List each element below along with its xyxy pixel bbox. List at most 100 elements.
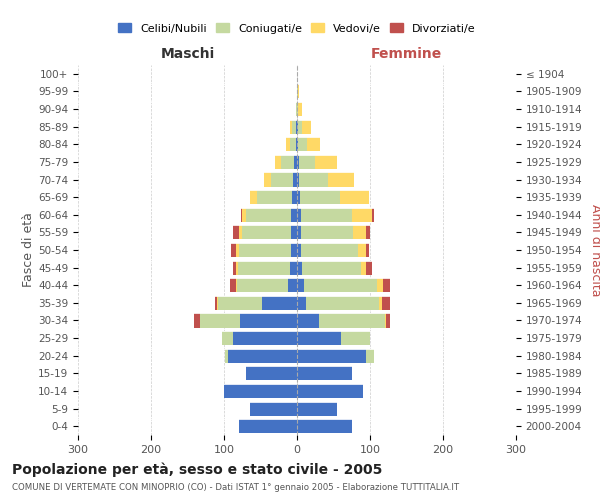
Bar	[304, 278, 377, 292]
Bar	[294, 155, 297, 169]
Bar	[297, 226, 301, 239]
Bar	[288, 278, 297, 292]
Bar	[296, 137, 297, 152]
Bar	[291, 208, 297, 222]
Bar	[297, 155, 299, 169]
Bar	[353, 226, 367, 239]
Bar	[297, 366, 352, 380]
Bar	[297, 172, 299, 186]
Bar	[297, 331, 341, 345]
Text: Popolazione per età, sesso e stato civile - 2005: Popolazione per età, sesso e stato civil…	[12, 462, 382, 477]
Bar	[298, 102, 302, 116]
Bar	[297, 102, 298, 116]
Bar	[224, 384, 297, 398]
Bar	[281, 155, 294, 169]
Bar	[306, 296, 379, 310]
Bar	[377, 278, 383, 292]
Bar	[233, 226, 239, 239]
Bar	[297, 260, 302, 274]
Y-axis label: Fasce di età: Fasce di età	[22, 212, 35, 288]
Bar	[264, 172, 271, 186]
Bar	[297, 84, 298, 98]
Bar	[352, 208, 372, 222]
Bar	[302, 120, 311, 134]
Bar	[297, 137, 298, 152]
Bar	[358, 243, 365, 257]
Bar	[292, 190, 297, 204]
Bar	[297, 384, 362, 398]
Bar	[302, 260, 361, 274]
Bar	[241, 208, 242, 222]
Bar	[315, 155, 337, 169]
Bar	[237, 278, 288, 292]
Bar	[296, 120, 297, 134]
Bar	[291, 226, 297, 239]
Y-axis label: Anni di nascita: Anni di nascita	[589, 204, 600, 296]
Bar	[290, 260, 297, 274]
Bar	[298, 84, 299, 98]
Bar	[286, 137, 290, 152]
Bar	[215, 296, 217, 310]
Bar	[240, 314, 297, 328]
Bar	[238, 260, 290, 274]
Bar	[233, 331, 297, 345]
Bar	[340, 190, 369, 204]
Bar	[307, 137, 320, 152]
Bar	[257, 190, 292, 204]
Bar	[293, 172, 297, 186]
Bar	[297, 190, 300, 204]
Legend: Celibi/Nubili, Coniugati/e, Vedovi/e, Divorziati/e: Celibi/Nubili, Coniugati/e, Vedovi/e, Di…	[114, 19, 480, 38]
Bar	[292, 120, 296, 134]
Bar	[382, 296, 390, 310]
Bar	[246, 366, 297, 380]
Bar	[290, 120, 292, 134]
Bar	[301, 208, 352, 222]
Bar	[328, 172, 354, 186]
Bar	[297, 419, 352, 433]
Bar	[296, 102, 297, 116]
Bar	[246, 208, 291, 222]
Bar	[200, 314, 240, 328]
Bar	[232, 243, 236, 257]
Bar	[242, 208, 246, 222]
Bar	[297, 208, 301, 222]
Bar	[222, 331, 233, 345]
Bar	[297, 296, 306, 310]
Bar	[297, 278, 304, 292]
Text: Femmine: Femmine	[371, 48, 442, 62]
Bar	[365, 243, 369, 257]
Bar	[297, 120, 298, 134]
Bar	[250, 190, 257, 204]
Text: COMUNE DI VERTEMATE CON MINOPRIO (CO) - Dati ISTAT 1° gennaio 2005 - Elaborazion: COMUNE DI VERTEMATE CON MINOPRIO (CO) - …	[12, 482, 459, 492]
Bar	[372, 208, 374, 222]
Bar	[383, 278, 391, 292]
Bar	[236, 243, 239, 257]
Bar	[226, 348, 227, 363]
Bar	[227, 348, 297, 363]
Bar	[239, 419, 297, 433]
Bar	[297, 402, 337, 415]
Bar	[300, 190, 340, 204]
Bar	[301, 226, 353, 239]
Bar	[236, 260, 238, 274]
Bar	[297, 243, 301, 257]
Bar	[250, 402, 297, 415]
Bar	[341, 331, 370, 345]
Bar	[298, 120, 302, 134]
Bar	[194, 314, 200, 328]
Bar	[239, 226, 242, 239]
Bar	[290, 137, 296, 152]
Bar	[239, 243, 291, 257]
Bar	[379, 296, 382, 310]
Bar	[230, 278, 236, 292]
Bar	[262, 296, 297, 310]
Bar	[275, 155, 281, 169]
Bar	[367, 348, 374, 363]
Bar	[218, 296, 262, 310]
Bar	[271, 172, 293, 186]
Bar	[233, 260, 236, 274]
Bar	[297, 314, 319, 328]
Bar	[385, 314, 386, 328]
Bar	[301, 243, 358, 257]
Bar	[367, 226, 370, 239]
